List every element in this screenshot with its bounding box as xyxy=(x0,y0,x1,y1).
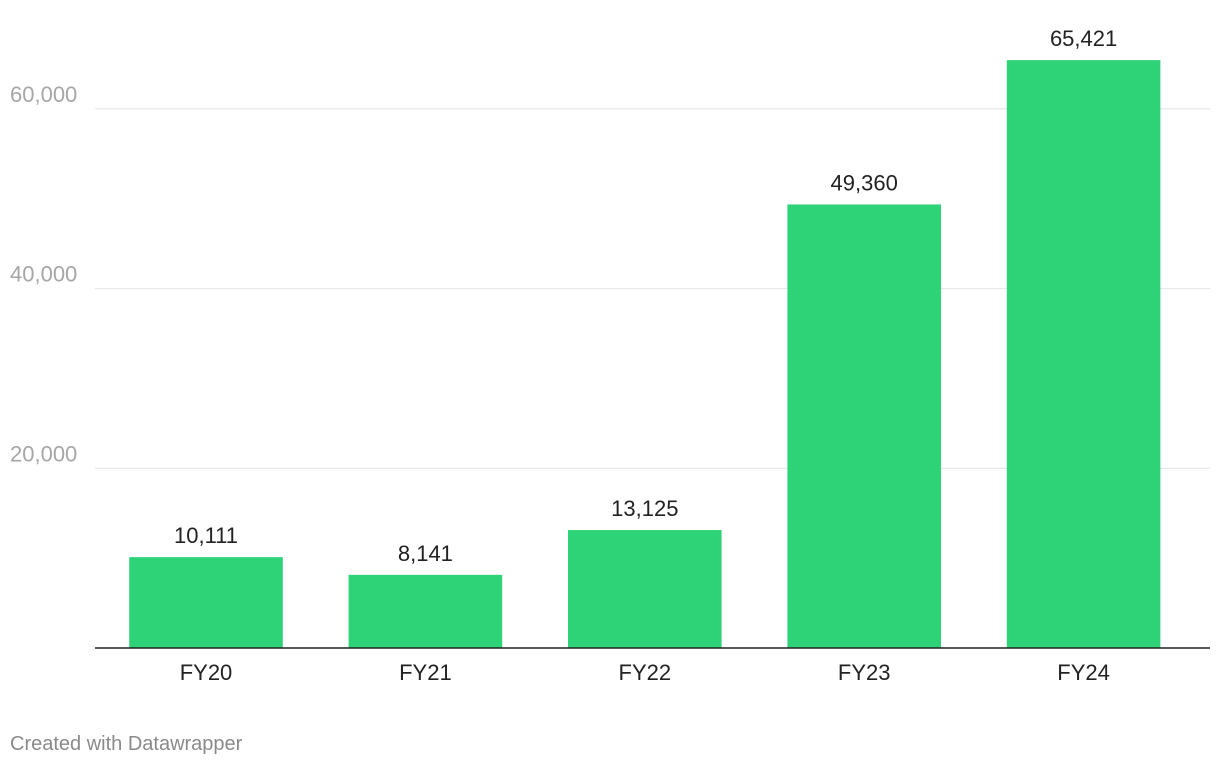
y-axis-ticks: 20,000 40,000 60,000 xyxy=(10,82,77,466)
bars xyxy=(129,60,1161,649)
bar xyxy=(787,204,941,649)
data-labels: 10,111 8,141 13,125 49,360 65,421 xyxy=(174,26,1117,566)
bar xyxy=(568,530,722,648)
footer-credit: Created with Datawrapper xyxy=(10,733,243,755)
x-tick-label: FY23 xyxy=(838,660,891,685)
y-tick-label: 40,000 xyxy=(10,262,77,287)
x-tick-label: FY24 xyxy=(1057,660,1110,685)
x-tick-label: FY20 xyxy=(180,660,233,685)
bar-value-label: 49,360 xyxy=(831,170,898,195)
bar xyxy=(348,574,503,648)
x-tick-label: FY21 xyxy=(399,660,452,685)
y-tick-label: 60,000 xyxy=(10,82,77,107)
bar-value-label: 13,125 xyxy=(611,496,678,521)
bar xyxy=(129,557,283,648)
x-tick-label: FY22 xyxy=(619,660,672,685)
bar-value-label: 65,421 xyxy=(1050,26,1117,51)
x-axis-ticks: FY20 FY21 FY22 FY23 FY24 xyxy=(180,660,1110,685)
bar-value-label: 8,141 xyxy=(398,541,453,566)
bar xyxy=(1006,60,1161,648)
bar-value-label: 10,111 xyxy=(174,523,238,548)
y-tick-label: 20,000 xyxy=(10,441,77,466)
